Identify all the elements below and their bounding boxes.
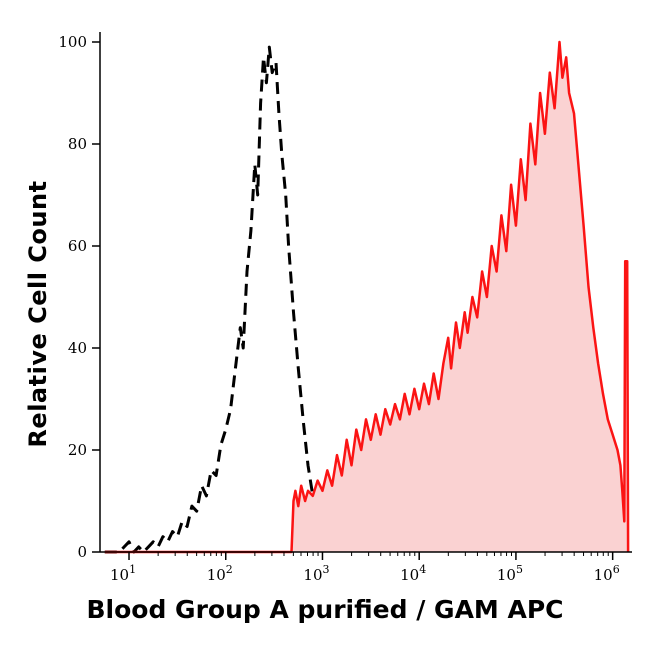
x-axis-title: Blood Group A purified / GAM APC: [86, 595, 564, 624]
x-tick-label: 105: [497, 563, 523, 584]
y-tick-label: 20: [68, 441, 87, 459]
y-tick-label: 80: [68, 135, 87, 153]
series-line-solid: [104, 40, 630, 554]
series-fill-solid: [104, 42, 629, 552]
y-axis-title: Relative Cell Count: [24, 180, 52, 448]
y-tick-label: 0: [77, 543, 87, 561]
x-tick-label: 102: [207, 563, 233, 584]
y-tick-label: 60: [68, 237, 87, 255]
x-tick-label: 101: [110, 563, 136, 584]
y-tick-label: 100: [58, 33, 87, 51]
y-tick-label: 40: [68, 339, 87, 357]
x-tick-label: 103: [303, 563, 329, 584]
x-tick-label: 104: [400, 563, 426, 584]
x-tick-label: 106: [594, 563, 620, 584]
series-line-dashed: [104, 45, 628, 554]
